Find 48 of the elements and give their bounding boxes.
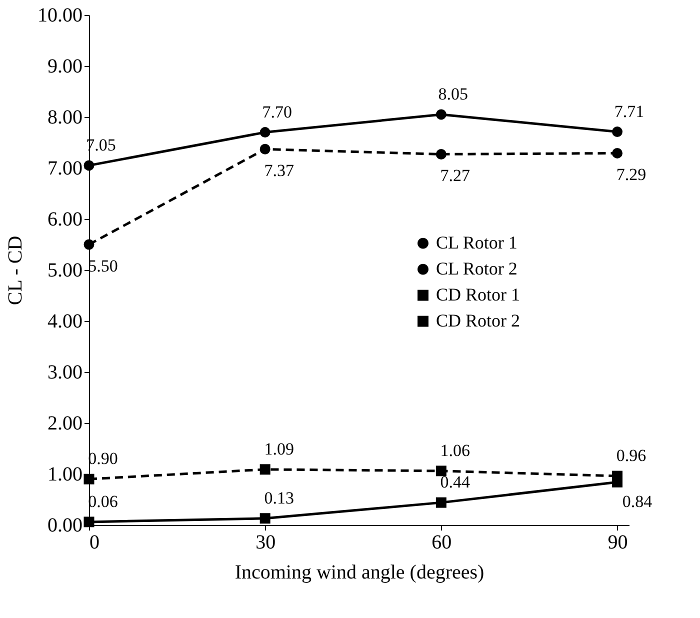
y-tick-label: 6.00	[48, 208, 82, 230]
point	[436, 466, 446, 476]
point	[260, 513, 270, 524]
x-tick-label: 90	[608, 532, 628, 554]
data-label: 8.05	[438, 84, 468, 104]
data-label: 1.09	[264, 439, 294, 458]
x-axis-title: Incoming wind angle (degrees)	[234, 562, 484, 584]
point	[612, 126, 623, 138]
point	[436, 109, 446, 120]
point	[612, 470, 623, 482]
data-label: 1.06	[440, 440, 470, 460]
y-tick-label: 7.00	[48, 158, 82, 180]
point	[260, 464, 270, 475]
point	[436, 148, 446, 160]
data-label: 0.96	[616, 446, 646, 466]
data-label: 0.44	[440, 472, 471, 492]
data-label: 7.70	[262, 102, 292, 122]
data-label: 0.84	[622, 492, 653, 512]
legend-label: CL Rotor 1	[436, 232, 518, 252]
legend-label: CL Rotor 2	[436, 258, 518, 278]
data-label: 7.37	[264, 161, 294, 180]
data-label: 7.29	[616, 165, 646, 184]
y-tick-label: 0.00	[48, 514, 82, 536]
y-tick-label: 9.00	[48, 56, 82, 78]
y-tick-label: 8.00	[48, 106, 82, 128]
x-tick-label: 30	[256, 532, 276, 554]
x-tick-label: 60	[432, 532, 452, 554]
point	[84, 516, 94, 528]
y-tick-label: 5.00	[48, 260, 82, 282]
point	[612, 148, 623, 158]
y-tick-label: 4.00	[48, 310, 82, 332]
legend-label: CD Rotor 1	[436, 284, 520, 304]
data-label: 7.71	[614, 102, 644, 121]
y-tick-label: 3.00	[48, 362, 82, 384]
point	[84, 474, 94, 484]
point	[84, 160, 94, 171]
y-tick-label: 10.00	[38, 4, 82, 26]
point	[436, 497, 446, 508]
legend-label: CD Rotor 2	[436, 310, 520, 330]
y-tick-label: 2.00	[48, 412, 82, 434]
x-tick-label: 0	[90, 532, 100, 554]
point	[260, 127, 270, 138]
point	[260, 144, 270, 154]
y-axis-title: CL - CD	[4, 236, 26, 306]
data-label: 0.13	[264, 488, 294, 508]
y-tick-label: 1.00	[48, 464, 82, 486]
data-label: 7.27	[440, 166, 471, 186]
point	[84, 239, 94, 250]
